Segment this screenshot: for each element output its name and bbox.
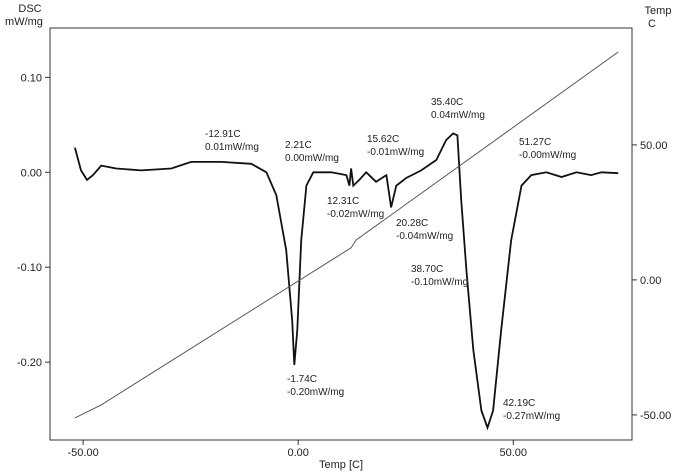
annotation: 35.40C xyxy=(431,97,463,108)
y2-axis-label: Temp xyxy=(645,5,672,17)
annotation: -0.04mW/mg xyxy=(396,231,453,242)
x-tick-label: 0.00 xyxy=(287,447,308,459)
y-axis-label: mW/mg xyxy=(5,16,43,28)
annotation: 51.27C xyxy=(519,137,551,148)
y2-tick-label: -50.00 xyxy=(640,410,671,422)
annotation: -0.10mW/mg xyxy=(411,277,468,288)
x-tick-label: -50.00 xyxy=(68,447,99,459)
annotation: 0.00mW/mg xyxy=(285,153,339,164)
annotation: -0.27mW/mg xyxy=(503,411,560,422)
annotation: 38.70C xyxy=(411,264,443,275)
y-tick-label: 0.00 xyxy=(21,167,42,179)
series-line xyxy=(74,132,619,431)
annotation: 0.01mW/mg xyxy=(205,142,259,153)
y2-tick-label: 0.00 xyxy=(640,275,661,287)
annotation: -12.91C xyxy=(205,129,241,140)
annotation: 15.62C xyxy=(367,134,399,145)
annotation: 12.31C xyxy=(327,196,359,207)
y-axis-label: DSC xyxy=(18,3,41,15)
annotation: -0.02mW/mg xyxy=(327,209,384,220)
annotation: 42.19C xyxy=(503,398,535,409)
plot-frame xyxy=(49,27,633,441)
annotation: 2.21C xyxy=(285,140,312,151)
annotation: 20.28C xyxy=(396,218,428,229)
annotation: -0.01mW/mg xyxy=(367,147,424,158)
y-tick-label: -0.10 xyxy=(17,262,42,274)
annotation: -0.20mW/mg xyxy=(287,387,344,398)
x-axis-label: Temp [C] xyxy=(319,459,363,471)
series-line xyxy=(74,51,619,419)
annotation: -1.74C xyxy=(287,374,317,385)
x-tick-label: 50.00 xyxy=(500,447,528,459)
annotation: -0.00mW/mg xyxy=(519,150,576,161)
y-tick-label: 0.10 xyxy=(21,72,42,84)
y2-axis-label: C xyxy=(648,18,656,30)
y-tick-label: -0.20 xyxy=(17,357,42,369)
y2-tick-label: 50.00 xyxy=(640,140,668,152)
annotation: 0.04mW/mg xyxy=(431,110,485,121)
